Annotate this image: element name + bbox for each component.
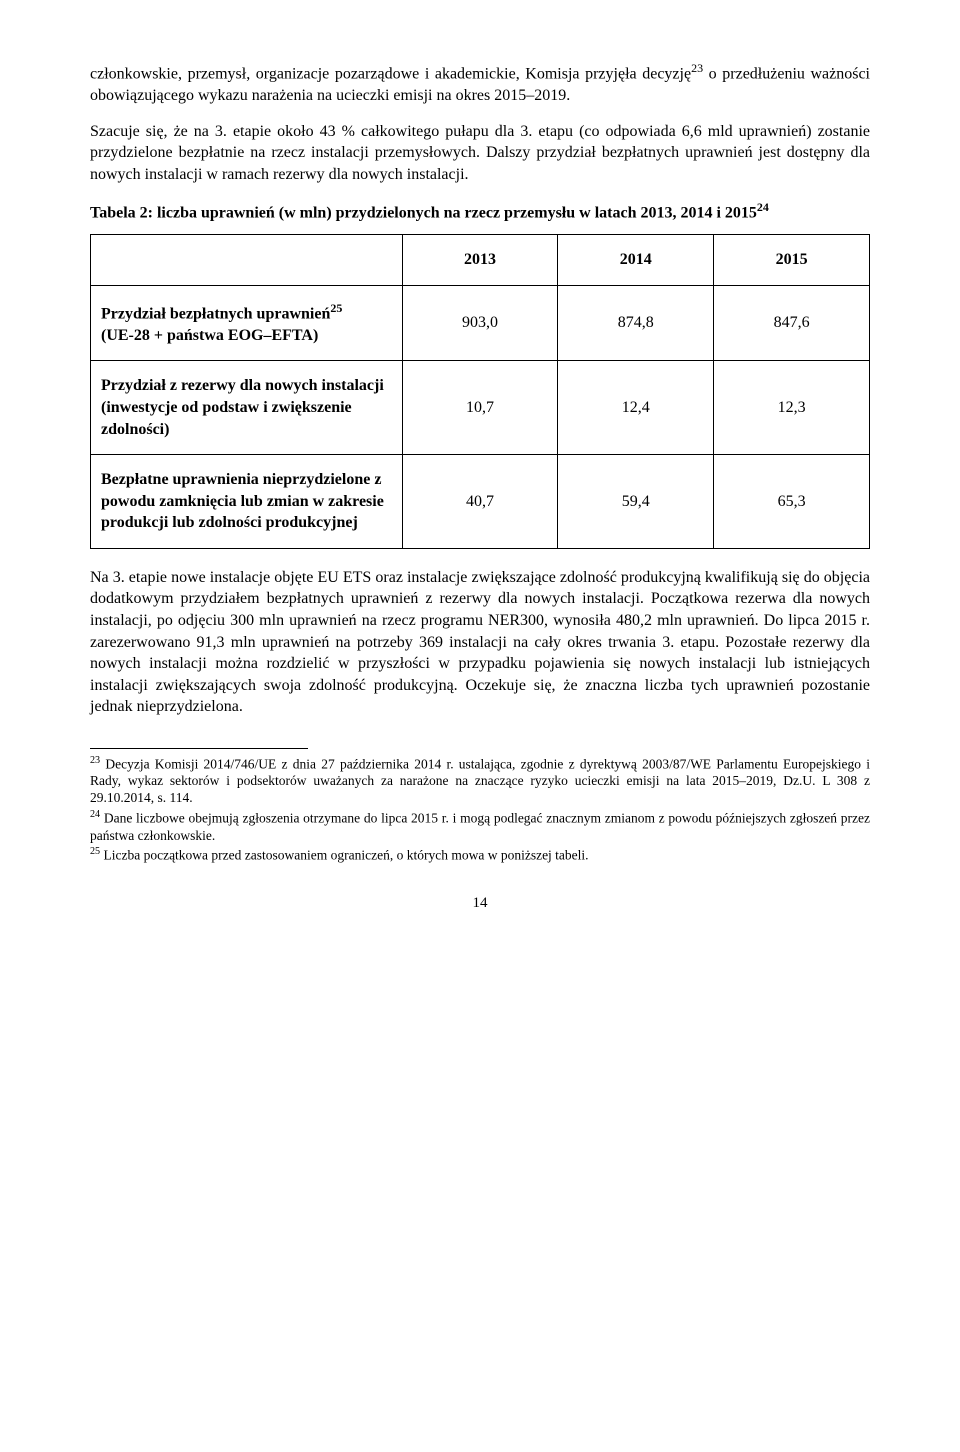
paragraph-1: członkowskie, przemysł, organizacje poza… (90, 60, 870, 107)
row1-v1: 903,0 (402, 285, 558, 361)
p1-text-a: członkowskie, przemysł, organizacje poza… (90, 65, 691, 82)
row2-v3: 12,3 (714, 361, 870, 455)
table-caption-text: Tabela 2: liczba uprawnień (w mln) przyd… (90, 205, 757, 222)
fn25-num: 25 (90, 846, 100, 857)
table-row: Przydział bezpłatnych uprawnień25 (UE-28… (91, 285, 870, 361)
fn23-text: Decyzja Komisji 2014/746/UE z dnia 27 pa… (90, 757, 870, 806)
page-number: 14 (90, 893, 870, 913)
header-empty (91, 235, 403, 286)
header-2014: 2014 (558, 235, 714, 286)
row3-label: Bezpłatne uprawnienia nieprzydzielone z … (91, 455, 403, 549)
table-header-row: 2013 2014 2015 (91, 235, 870, 286)
paragraph-3: Na 3. etapie nowe instalacje objęte EU E… (90, 567, 870, 718)
row3-v1: 40,7 (402, 455, 558, 549)
row3-v2: 59,4 (558, 455, 714, 549)
header-2013: 2013 (402, 235, 558, 286)
fn25-text: Liczba początkowa przed zastosowaniem og… (100, 848, 588, 863)
row1-v2: 874,8 (558, 285, 714, 361)
row2-label: Przydział z rezerwy dla nowych instalacj… (91, 361, 403, 455)
footnote-23: 23 Decyzja Komisji 2014/746/UE z dnia 27… (90, 755, 870, 807)
p1-sup: 23 (691, 61, 703, 75)
fn24-num: 24 (90, 809, 100, 820)
paragraph-2: Szacuje się, że na 3. etapie około 43 % … (90, 121, 870, 186)
row1-label: Przydział bezpłatnych uprawnień25 (UE-28… (91, 285, 403, 361)
table-caption-sup: 24 (757, 200, 769, 214)
footnote-24: 24 Dane liczbowe obejmują zgłoszenia otr… (90, 809, 870, 844)
header-2015: 2015 (714, 235, 870, 286)
fn23-num: 23 (90, 755, 100, 766)
footnote-25: 25 Liczba początkowa przed zastosowaniem… (90, 846, 870, 864)
table-caption: Tabela 2: liczba uprawnień (w mln) przyd… (90, 199, 870, 224)
footnote-separator (90, 748, 308, 749)
row2-v2: 12,4 (558, 361, 714, 455)
table-row: Bezpłatne uprawnienia nieprzydzielone z … (91, 455, 870, 549)
row1-label-a: Przydział bezpłatnych uprawnień (101, 305, 330, 322)
row1-label-b: (UE-28 + państwa EOG–EFTA) (101, 327, 318, 344)
allowances-table: 2013 2014 2015 Przydział bezpłatnych upr… (90, 234, 870, 549)
table-row: Przydział z rezerwy dla nowych instalacj… (91, 361, 870, 455)
row2-v1: 10,7 (402, 361, 558, 455)
row3-v3: 65,3 (714, 455, 870, 549)
row1-label-sup: 25 (330, 301, 342, 315)
row1-v3: 847,6 (714, 285, 870, 361)
fn24-text: Dane liczbowe obejmują zgłoszenia otrzym… (90, 811, 870, 843)
